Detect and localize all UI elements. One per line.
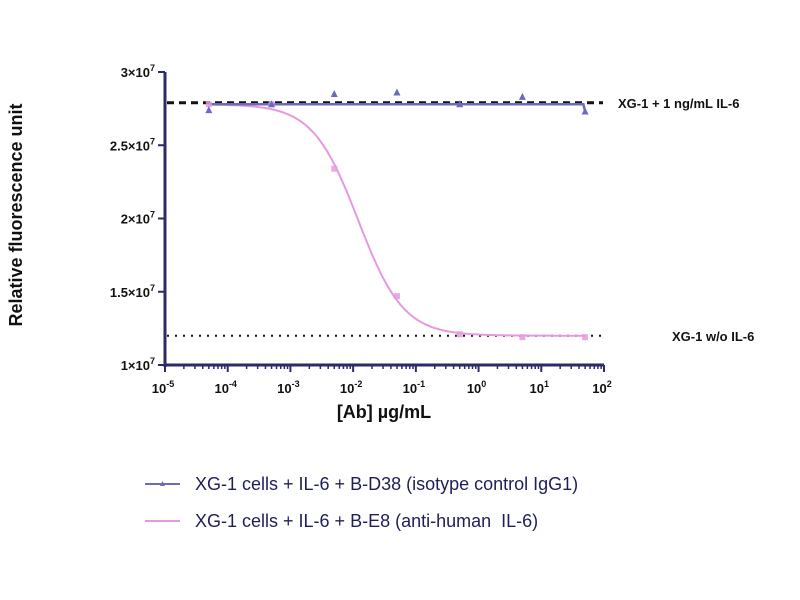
y-tick-label: 2×107: [121, 210, 155, 227]
x-tick-label: 10-5: [152, 379, 174, 396]
isotype-point: [393, 88, 401, 96]
legend-label-isotype: XG-1 cells + IL-6 + B-D38 (isotype contr…: [195, 474, 578, 494]
x-tick-label: 10-3: [277, 379, 299, 396]
y-tick-label: 2.5×107: [110, 136, 155, 153]
x-tick-label: 100: [467, 379, 486, 396]
y-axis-label: Relative fluorescence unit: [6, 103, 26, 326]
x-tick-label: 10-1: [403, 379, 425, 396]
ref-label-with-il6: XG-1 + 1 ng/mL IL-6: [618, 96, 739, 111]
y-tick-label: 1×107: [121, 356, 155, 373]
legend-marker-triangle: [160, 481, 165, 486]
legend-label-anti-il6: XG-1 cells + IL-6 + B-E8 (anti-human IL-…: [195, 511, 538, 531]
x-tick-label: 10-2: [340, 379, 362, 396]
y-tick-label: 3×107: [121, 63, 155, 80]
x-tick-label: 101: [530, 379, 549, 396]
x-tick-label: 10-4: [214, 379, 236, 396]
isotype-point: [456, 100, 464, 108]
isotype-point: [268, 100, 276, 108]
anti-il6-point: [582, 334, 589, 341]
ref-label-without-il6: XG-1 w/o IL-6: [672, 329, 754, 344]
isotype-point: [581, 107, 589, 115]
anti-il6-fit-curve: [208, 103, 586, 337]
isotype-point: [518, 92, 526, 100]
x-tick-label: 102: [592, 379, 611, 396]
anti-il6-point: [331, 165, 338, 172]
x-axis-label: [Ab] µg/mL: [337, 402, 431, 422]
anti-il6-point: [205, 101, 212, 108]
anti-il6-point: [519, 334, 526, 341]
y-tick-label: 1.5×107: [110, 283, 155, 300]
anti-il6-point: [456, 331, 463, 338]
anti-il6-point: [393, 293, 400, 300]
isotype-point: [205, 106, 213, 114]
isotype-point: [330, 89, 338, 97]
legend: XG-1 cells + IL-6 + B-D38 (isotype contr…: [145, 474, 578, 531]
